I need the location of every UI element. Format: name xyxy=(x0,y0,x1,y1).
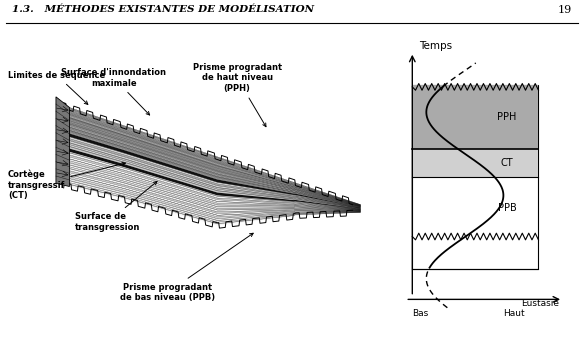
Polygon shape xyxy=(64,163,360,211)
Polygon shape xyxy=(64,153,360,210)
Text: Bas: Bas xyxy=(412,309,429,318)
Polygon shape xyxy=(64,105,360,205)
Polygon shape xyxy=(64,135,360,208)
Polygon shape xyxy=(64,141,360,208)
Polygon shape xyxy=(64,125,360,207)
Polygon shape xyxy=(64,173,360,217)
Polygon shape xyxy=(64,109,360,205)
Polygon shape xyxy=(64,159,360,210)
Polygon shape xyxy=(64,161,360,210)
Text: 19: 19 xyxy=(558,5,572,15)
Polygon shape xyxy=(64,119,360,206)
Polygon shape xyxy=(64,137,360,208)
Text: Prisme progradant
de bas niveau (PPB): Prisme progradant de bas niveau (PPB) xyxy=(120,233,253,302)
Polygon shape xyxy=(64,115,360,206)
Polygon shape xyxy=(64,157,360,210)
Bar xyxy=(412,149,538,177)
Polygon shape xyxy=(64,132,360,208)
Text: Prisme progradant
de haut niveau
(PPH): Prisme progradant de haut niveau (PPH) xyxy=(193,63,281,127)
Text: Surface de
transgression: Surface de transgression xyxy=(75,182,157,231)
Polygon shape xyxy=(64,155,360,210)
Polygon shape xyxy=(64,129,360,207)
Text: 1.3.   MÉTHODES EXISTANTES DE MODÉLISATION: 1.3. MÉTHODES EXISTANTES DE MODÉLISATION xyxy=(12,5,314,14)
Polygon shape xyxy=(64,169,360,214)
Polygon shape xyxy=(64,145,360,209)
Text: PPH: PPH xyxy=(497,112,517,122)
Polygon shape xyxy=(64,143,360,209)
Polygon shape xyxy=(64,120,360,206)
Polygon shape xyxy=(64,151,360,209)
Text: Temps: Temps xyxy=(419,41,453,51)
Polygon shape xyxy=(64,165,360,211)
Polygon shape xyxy=(64,122,360,206)
Polygon shape xyxy=(64,149,360,209)
Bar xyxy=(412,85,538,269)
Text: PPB: PPB xyxy=(498,203,516,213)
Polygon shape xyxy=(64,124,360,206)
Text: Surface d'innondation
maximale: Surface d'innondation maximale xyxy=(61,68,166,115)
Bar xyxy=(412,85,538,149)
Polygon shape xyxy=(64,114,360,205)
Polygon shape xyxy=(64,181,360,224)
Polygon shape xyxy=(64,110,360,205)
Text: CT: CT xyxy=(500,158,513,168)
Polygon shape xyxy=(64,117,360,206)
Polygon shape xyxy=(64,183,360,226)
Polygon shape xyxy=(64,107,360,205)
Text: Haut: Haut xyxy=(503,309,525,318)
Text: Limites de séquence: Limites de séquence xyxy=(8,70,105,104)
Polygon shape xyxy=(64,171,360,215)
Polygon shape xyxy=(64,139,360,208)
Text: Eustasie: Eustasie xyxy=(522,299,559,308)
Polygon shape xyxy=(64,127,360,207)
Polygon shape xyxy=(64,112,360,205)
Text: Cortège
transgressif
(CT): Cortège transgressif (CT) xyxy=(8,162,126,200)
Polygon shape xyxy=(64,179,360,222)
Polygon shape xyxy=(64,167,360,212)
Polygon shape xyxy=(64,175,360,219)
Polygon shape xyxy=(64,130,360,207)
Polygon shape xyxy=(56,97,69,187)
Polygon shape xyxy=(64,147,360,209)
Polygon shape xyxy=(64,105,360,226)
Polygon shape xyxy=(64,177,360,220)
